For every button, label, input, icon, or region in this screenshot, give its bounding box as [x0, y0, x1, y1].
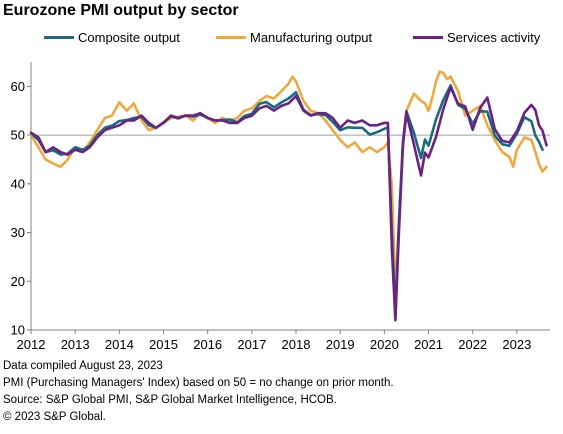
chart-legend: Composite output Manufacturing output Se…	[0, 30, 563, 50]
manufacturing-output-line	[29, 70, 548, 293]
chart-title: Eurozone PMI output by sector	[3, 2, 239, 19]
composite-output-line	[29, 84, 544, 314]
y-tick-label: 20	[11, 274, 25, 289]
legend-swatch-manufacturing	[216, 36, 246, 39]
legend-label-manufacturing: Manufacturing output	[250, 30, 373, 45]
chart-footnotes: Data compiled August 23, 2023 PMI (Purch…	[3, 358, 394, 426]
x-tick-label: 2015	[149, 337, 178, 352]
services-activity-line	[29, 86, 548, 322]
footnote-date: Data compiled August 23, 2023	[3, 360, 163, 372]
legend-swatch-services	[413, 36, 443, 39]
y-tick-label: 30	[11, 225, 25, 240]
y-tick-label: 10	[11, 323, 25, 338]
x-tick-label: 2022	[458, 337, 487, 352]
legend-item-composite: Composite output	[44, 30, 180, 45]
y-tick-label: 50	[11, 128, 25, 143]
y-tick-label: 60	[11, 79, 25, 94]
x-tick-label: 2013	[61, 337, 90, 352]
footnote-source: Source: S&P Global PMI, S&P Global Marke…	[3, 394, 337, 406]
x-tick-label: 2023	[502, 337, 531, 352]
y-tick-label: 40	[11, 176, 25, 191]
legend-label-composite: Composite output	[78, 30, 180, 45]
legend-item-services: Services activity	[413, 30, 540, 45]
x-tick-label: 2016	[193, 337, 222, 352]
x-tick-label: 2020	[370, 337, 399, 352]
footnote-definition: PMI (Purchasing Managers' Index) based o…	[3, 377, 394, 389]
x-tick-label: 2014	[105, 337, 134, 352]
x-tick-label: 2021	[414, 337, 443, 352]
x-tick-label: 2017	[237, 337, 266, 352]
legend-item-manufacturing: Manufacturing output	[216, 30, 372, 45]
x-tick-label: 2018	[282, 337, 311, 352]
x-tick-label: 2019	[326, 337, 355, 352]
footnote-copyright: © 2023 S&P Global.	[3, 411, 106, 423]
x-tick-label: 2012	[17, 337, 46, 352]
legend-swatch-composite	[44, 36, 74, 39]
legend-label-services: Services activity	[447, 30, 541, 45]
